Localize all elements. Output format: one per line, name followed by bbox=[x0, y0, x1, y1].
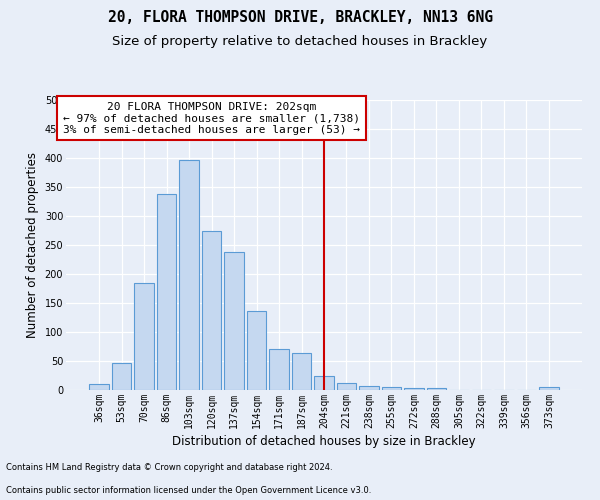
Bar bbox=[247, 311, 266, 390]
Bar bbox=[539, 387, 559, 390]
Text: 20 FLORA THOMPSON DRIVE: 202sqm
← 97% of detached houses are smaller (1,738)
3% : 20 FLORA THOMPSON DRIVE: 202sqm ← 97% of… bbox=[63, 102, 360, 135]
Bar bbox=[179, 160, 199, 390]
Bar bbox=[427, 388, 446, 390]
Bar bbox=[292, 354, 311, 390]
Bar bbox=[337, 383, 356, 390]
Bar bbox=[224, 252, 244, 390]
Text: Distribution of detached houses by size in Brackley: Distribution of detached houses by size … bbox=[172, 435, 476, 448]
Bar bbox=[269, 350, 289, 390]
Bar bbox=[89, 384, 109, 390]
Bar bbox=[382, 387, 401, 390]
Text: Contains HM Land Registry data © Crown copyright and database right 2024.: Contains HM Land Registry data © Crown c… bbox=[6, 464, 332, 472]
Bar bbox=[314, 376, 334, 390]
Bar bbox=[134, 282, 154, 390]
Bar bbox=[359, 386, 379, 390]
Bar bbox=[202, 230, 221, 390]
Bar bbox=[157, 194, 176, 390]
Y-axis label: Number of detached properties: Number of detached properties bbox=[26, 152, 39, 338]
Text: Contains public sector information licensed under the Open Government Licence v3: Contains public sector information licen… bbox=[6, 486, 371, 495]
Bar bbox=[112, 362, 131, 390]
Text: Size of property relative to detached houses in Brackley: Size of property relative to detached ho… bbox=[112, 35, 488, 48]
Bar bbox=[404, 388, 424, 390]
Text: 20, FLORA THOMPSON DRIVE, BRACKLEY, NN13 6NG: 20, FLORA THOMPSON DRIVE, BRACKLEY, NN13… bbox=[107, 10, 493, 25]
